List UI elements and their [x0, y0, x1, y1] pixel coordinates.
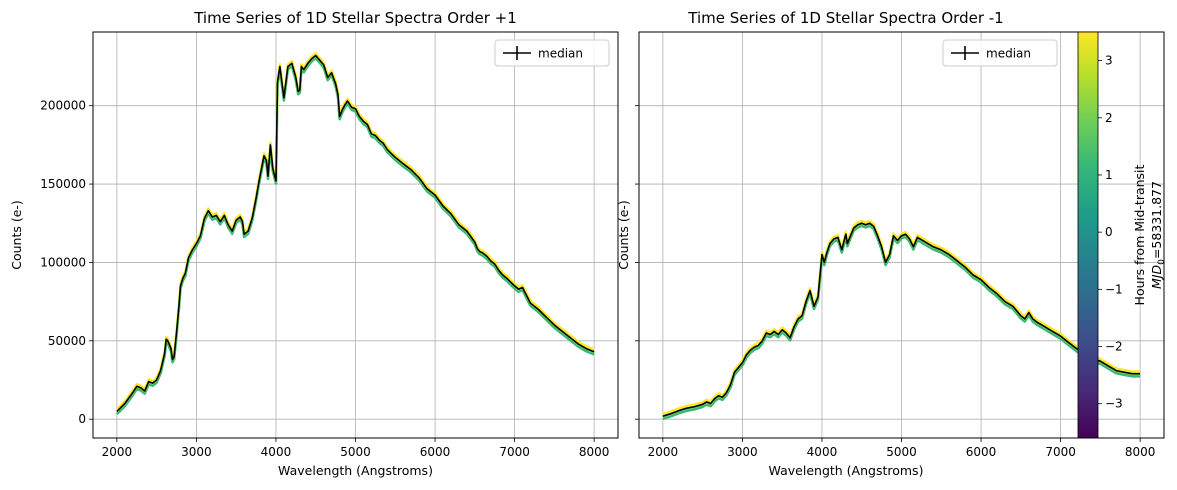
y-axis-label-right: Counts (e-): [616, 200, 631, 270]
colorbar-label-line1: Hours from Mid-transit: [1132, 164, 1147, 305]
colorbar-gradient: [1078, 32, 1098, 438]
x-tick-label: 3000: [727, 445, 758, 459]
spectrum-high: [662, 219, 1141, 416]
legend-label-right: median: [986, 47, 1031, 61]
grid-left: [93, 32, 618, 438]
x-tick-label: 7000: [499, 445, 530, 459]
colorbar-tick-label: 0: [1105, 225, 1113, 239]
legend-right: median: [942, 39, 1058, 67]
x-tick-label: 3000: [181, 445, 212, 459]
colorbar-frame: [1077, 31, 1099, 439]
x-tick-label: 6000: [966, 445, 997, 459]
x-tick-label: 2000: [648, 445, 679, 459]
chart-title-right: Time Series of 1D Stellar Spectra Order …: [687, 9, 1003, 27]
legend-left: median: [494, 39, 610, 67]
x-tick-label: 7000: [1045, 445, 1076, 459]
median-line: [116, 54, 595, 412]
median-line-right: [662, 222, 1141, 417]
x-axis-label-right: Wavelength (Angstroms): [769, 463, 924, 478]
colorbar-tick-label: 2: [1105, 111, 1113, 125]
x-tick-label: 4000: [807, 445, 838, 459]
colorbar-tick-label: −2: [1105, 340, 1123, 354]
y-ticks-right: [635, 105, 639, 420]
median-line: [662, 222, 1141, 417]
x-ticks-left: 2000 3000 4000 5000 6000 7000 8000: [102, 438, 610, 459]
chart-right: 2000 3000 4000 5000 6000 7000 8000 Time Series…: [616, 9, 1165, 478]
x-tick-label: 8000: [1125, 445, 1156, 459]
y-axis-label-left: Counts (e-): [9, 200, 24, 270]
colorbar-tick-label: −3: [1105, 397, 1123, 411]
colorbar-tick-label: 3: [1105, 54, 1113, 68]
x-tick-label: 5000: [340, 445, 371, 459]
y-tick-label: 0: [78, 412, 86, 426]
median-line-left: [116, 54, 595, 412]
x-tick-label: 4000: [261, 445, 292, 459]
y-tick-label: 50000: [48, 334, 86, 348]
y-tick-label: 100000: [40, 255, 86, 269]
x-tick-label: 5000: [886, 445, 917, 459]
x-tick-label: 6000: [420, 445, 451, 459]
colorbar-ticks: −3 −2 −1 0 1 2 3: [1098, 54, 1123, 411]
x-axis-label-left: Wavelength (Angstroms): [278, 463, 433, 478]
x-tick-label: 8000: [579, 445, 610, 459]
colorbar-label-value: =58331.877: [1149, 181, 1164, 259]
colorbar-label-sub: 0: [1157, 259, 1167, 265]
chart-title-left: Time Series of 1D Stellar Spectra Order …: [193, 9, 517, 27]
y-ticks-left: 0 50000 100000 150000 200000: [40, 99, 93, 426]
colorbar-label-line2: MJD0=58331.877: [1149, 181, 1167, 289]
x-tick-label: 2000: [102, 445, 133, 459]
x-ticks-right: 2000 3000 4000 5000 6000 7000 8000: [648, 438, 1156, 459]
legend-box-left: [494, 39, 610, 67]
colorbar-tick-label: −1: [1105, 282, 1123, 296]
spectrum-high: [116, 52, 595, 411]
chart-left: 2000 3000 4000 5000 6000 7000 8000 0 50000 10000…: [9, 9, 619, 478]
colorbar-label-mjd: MJD: [1149, 264, 1164, 288]
colorbar-tick-label: 1: [1105, 168, 1113, 182]
y-tick-label: 200000: [40, 99, 86, 113]
y-tick-label: 150000: [40, 177, 86, 191]
legend-label-left: median: [538, 47, 583, 61]
legend-box-right: [942, 39, 1058, 67]
